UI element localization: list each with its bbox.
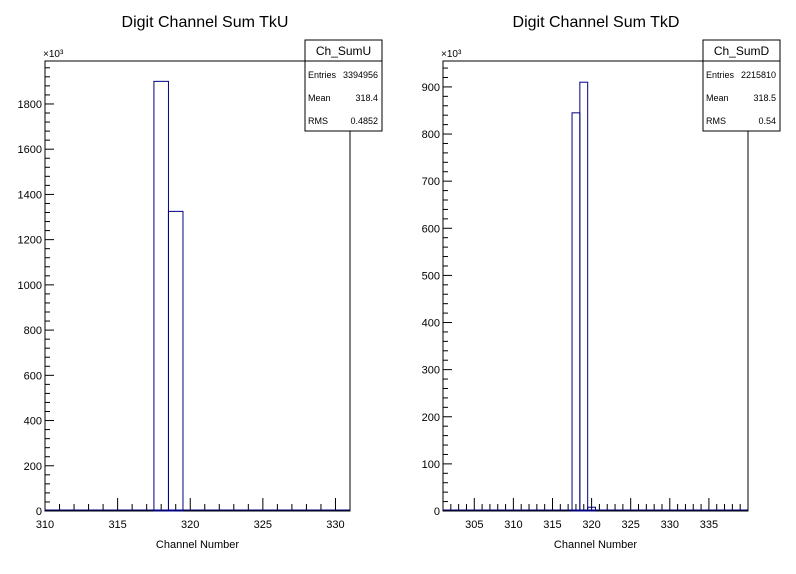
y-tick-label: 500 bbox=[422, 270, 440, 282]
y-tick-label: 1800 bbox=[18, 99, 42, 111]
y-tick-label: 600 bbox=[422, 223, 440, 235]
chart-panel-1: Digit Channel Sum TkU 0 200 400 600 800 1000 12… bbox=[18, 14, 383, 551]
x-axis-label: Channel Number bbox=[554, 539, 637, 551]
stats-box-title: Ch_SumU bbox=[316, 44, 371, 58]
histogram-bin bbox=[579, 81, 589, 512]
histogram-bin bbox=[167, 210, 184, 512]
x-tick-label: 325 bbox=[622, 519, 640, 531]
stats-box: Ch_SumU Entries 3394956 Mean 318.4 RMS 0.4852 bbox=[304, 39, 383, 132]
y-tick-label: 100 bbox=[422, 459, 440, 471]
y-tick-label: 200 bbox=[422, 412, 440, 424]
x-tick-label: 320 bbox=[582, 519, 600, 531]
y-tick-label: 800 bbox=[24, 325, 42, 337]
stats-row-label: Entries bbox=[706, 70, 735, 80]
stats-box-frame bbox=[702, 39, 781, 132]
y-tick-label: 600 bbox=[24, 370, 42, 382]
y-tick-label: 1200 bbox=[18, 235, 42, 247]
y-tick-label: 1400 bbox=[18, 189, 42, 201]
x-tick-label: 325 bbox=[254, 519, 272, 531]
chart-panel-2: Digit Channel Sum TkD 0 100 200 300 400 500 600… bbox=[422, 14, 781, 551]
y-tick-label: 900 bbox=[422, 82, 440, 94]
y-tick-label: 300 bbox=[422, 365, 440, 377]
y-tick-label: 400 bbox=[24, 416, 42, 428]
histogram-bin bbox=[587, 506, 597, 512]
x-tick-label: 315 bbox=[543, 519, 561, 531]
chart-title: Digit Channel Sum TkD bbox=[513, 14, 680, 31]
plot-frame bbox=[44, 60, 351, 512]
stats-box-frame bbox=[304, 39, 383, 132]
y-tick-label: 800 bbox=[422, 129, 440, 141]
y-tick-label: 1600 bbox=[18, 144, 42, 156]
y-tick-label: 0 bbox=[434, 506, 440, 518]
chart-title: Digit Channel Sum TkU bbox=[122, 14, 289, 31]
x-tick-label: 330 bbox=[661, 519, 679, 531]
y-tick-label: 400 bbox=[422, 318, 440, 330]
stats-row-label: RMS bbox=[308, 116, 328, 126]
stats-row-value: 0.54 bbox=[758, 116, 776, 126]
x-tick-label: 310 bbox=[36, 519, 54, 531]
stats-row-value: 318.5 bbox=[753, 93, 776, 103]
stats-row-value: 3394956 bbox=[343, 70, 378, 80]
y-exponent-label: ×10³ bbox=[43, 49, 64, 60]
stats-box: Ch_SumD Entries 2215810 Mean 318.5 RMS 0.54 bbox=[702, 39, 781, 132]
y-exponent-label: ×10³ bbox=[441, 49, 462, 60]
x-tick-label: 305 bbox=[465, 519, 483, 531]
stats-row-value: 318.4 bbox=[355, 93, 378, 103]
x-tick-label: 335 bbox=[700, 519, 718, 531]
x-tick-label: 320 bbox=[181, 519, 199, 531]
histogram-bin bbox=[153, 80, 169, 512]
x-tick-label: 315 bbox=[108, 519, 126, 531]
stats-row-value: 0.4852 bbox=[350, 116, 378, 126]
x-tick-label: 330 bbox=[326, 519, 344, 531]
stats-row-label: Mean bbox=[308, 93, 331, 103]
y-tick-label: 0 bbox=[36, 506, 42, 518]
x-axis-label: Channel Number bbox=[156, 539, 239, 551]
stats-row-value: 2215810 bbox=[741, 70, 776, 80]
stats-box-title: Ch_SumD bbox=[714, 44, 770, 58]
plot-frame bbox=[442, 60, 749, 512]
stats-row-label: RMS bbox=[706, 116, 726, 126]
stats-row-label: Entries bbox=[308, 70, 337, 80]
histogram-bin bbox=[571, 112, 581, 512]
y-tick-label: 1000 bbox=[18, 280, 42, 292]
y-tick-label: 700 bbox=[422, 176, 440, 188]
stats-row-label: Mean bbox=[706, 93, 729, 103]
y-tick-label: 200 bbox=[24, 461, 42, 473]
x-tick-label: 310 bbox=[504, 519, 522, 531]
